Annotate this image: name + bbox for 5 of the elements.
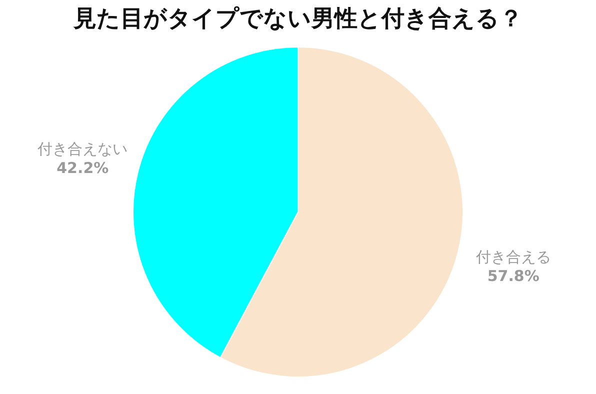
data-label: 42.2%: [56, 159, 109, 178]
slice-label: 付き合えない: [36, 140, 128, 158]
data-label: 57.8%: [487, 266, 540, 285]
chart-title: 見た目がタイプでない男性と付き合える？: [72, 6, 522, 32]
slice-label: 付き合える: [474, 248, 551, 266]
